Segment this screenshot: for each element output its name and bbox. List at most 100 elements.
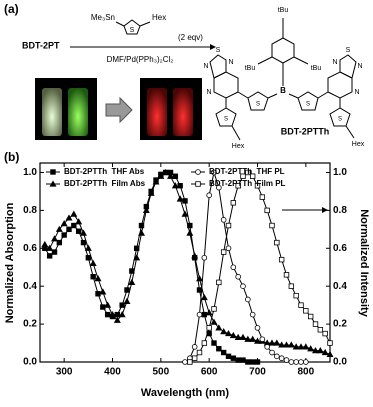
legend-label: BDT-2PTTh THF Abs [64, 167, 145, 176]
marker [90, 274, 96, 280]
vial [147, 88, 167, 136]
legend-label: BDT-2PTTh Film PL [209, 179, 286, 188]
marker [152, 178, 160, 185]
marker [220, 328, 228, 335]
atom-label: S [256, 102, 260, 108]
legend-marker [195, 181, 201, 187]
atom-label: S [224, 117, 228, 123]
marker [259, 194, 266, 200]
marker [225, 222, 232, 229]
marker [186, 229, 194, 236]
marker [60, 220, 68, 227]
marker [254, 359, 261, 365]
marker [288, 359, 295, 365]
marker [245, 169, 251, 176]
marker [162, 168, 170, 176]
marker [138, 222, 145, 229]
marker [327, 340, 333, 346]
marker [84, 244, 92, 251]
vial [42, 88, 62, 136]
y2-tick-label: 0.8 [333, 205, 347, 216]
marker [113, 316, 121, 323]
marker [80, 239, 87, 246]
marker [264, 207, 270, 214]
y-tick-label: 0.0 [23, 357, 37, 368]
bond [139, 21, 151, 27]
marker [249, 311, 256, 318]
marker [46, 244, 54, 251]
marker [61, 232, 67, 238]
marker [66, 226, 72, 233]
marker [283, 357, 290, 363]
marker [307, 313, 314, 320]
marker [147, 189, 155, 196]
marker [142, 206, 150, 213]
marker [55, 225, 63, 232]
atom-label: Hex [232, 143, 245, 150]
marker [259, 336, 266, 343]
atom-label: N [354, 89, 359, 96]
marker [269, 349, 275, 356]
marker [191, 252, 199, 259]
legend-marker [50, 169, 56, 175]
marker [100, 304, 106, 310]
legend-marker [49, 180, 57, 187]
marker [269, 222, 275, 229]
marker [297, 343, 305, 350]
marker [206, 192, 212, 199]
marker [249, 173, 256, 179]
x-tick-label: 600 [201, 367, 218, 378]
marker [326, 350, 334, 358]
marker [216, 346, 222, 352]
marker [215, 324, 223, 331]
y-tick-label: 0.8 [23, 205, 37, 216]
atom-label: S [338, 117, 342, 123]
marker [191, 355, 198, 361]
marker [239, 333, 247, 340]
y-tick-label: 0.2 [23, 319, 37, 330]
marker [89, 259, 97, 267]
marker [128, 278, 136, 286]
marker [249, 359, 256, 365]
photo-arrow [105, 96, 133, 124]
marker [46, 253, 53, 259]
reagent-ring [123, 19, 141, 35]
atom-label: tBu [278, 7, 289, 14]
marker [114, 311, 121, 318]
y2-tick-label: 0.0 [333, 357, 347, 368]
marker [230, 200, 237, 206]
marker [287, 341, 295, 348]
vial [68, 88, 88, 136]
marker [245, 359, 251, 365]
marker [283, 272, 290, 278]
marker [119, 302, 125, 308]
marker [80, 229, 87, 236]
marker [200, 293, 208, 301]
marker [171, 182, 179, 189]
marker [273, 339, 281, 346]
y-axis-title: Normalized Absorption [4, 202, 16, 323]
marker [283, 341, 290, 348]
y2-tick-label: 0.6 [333, 243, 347, 254]
marker [138, 229, 145, 236]
marker [303, 359, 309, 365]
marker [51, 249, 58, 255]
marker [293, 292, 299, 299]
marker [292, 343, 300, 350]
plot-frame [39, 162, 331, 363]
series-line [184, 170, 306, 363]
marker [211, 340, 217, 346]
atom-label: N [228, 59, 233, 66]
marker [317, 327, 324, 333]
marker [220, 249, 227, 255]
marker [307, 345, 315, 352]
marker [167, 172, 174, 179]
atom-label: S [306, 102, 310, 108]
marker [268, 339, 276, 346]
marker [274, 239, 280, 246]
marker [118, 311, 126, 318]
x-tick-label: 400 [104, 367, 121, 378]
marker [312, 347, 319, 354]
marker [298, 302, 304, 308]
